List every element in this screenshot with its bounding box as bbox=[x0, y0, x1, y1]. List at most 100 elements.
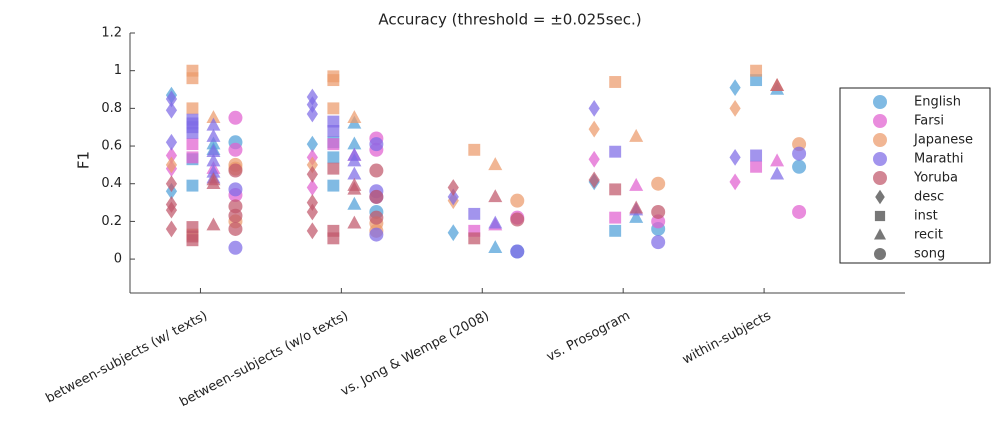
legend-marker bbox=[875, 189, 885, 205]
point bbox=[206, 110, 221, 124]
point bbox=[186, 102, 199, 115]
point bbox=[165, 201, 178, 219]
point bbox=[488, 240, 503, 254]
point bbox=[510, 193, 525, 208]
point bbox=[770, 78, 785, 92]
point bbox=[510, 244, 525, 259]
y-tick-label: 0 bbox=[114, 252, 122, 267]
point bbox=[327, 115, 340, 128]
y-tick-label: 1.2 bbox=[101, 26, 122, 41]
point bbox=[186, 72, 199, 85]
point bbox=[447, 224, 459, 242]
point bbox=[306, 165, 318, 183]
point bbox=[186, 234, 199, 247]
point bbox=[165, 220, 178, 238]
point bbox=[306, 194, 318, 211]
point bbox=[186, 179, 199, 192]
y-tick-label: 1 bbox=[114, 63, 122, 78]
point bbox=[770, 153, 785, 167]
point bbox=[206, 217, 221, 231]
point bbox=[369, 137, 384, 152]
point bbox=[186, 151, 199, 164]
point bbox=[327, 125, 340, 137]
point bbox=[327, 151, 340, 164]
legend-label: desc bbox=[914, 190, 944, 205]
point bbox=[369, 227, 384, 242]
point bbox=[729, 79, 741, 97]
point bbox=[750, 160, 763, 173]
legend-marker bbox=[874, 228, 886, 240]
point bbox=[792, 159, 807, 174]
point bbox=[369, 210, 384, 225]
point bbox=[228, 163, 243, 178]
point bbox=[750, 74, 763, 87]
point bbox=[206, 153, 221, 167]
point bbox=[792, 204, 807, 219]
legend-label: Japanese bbox=[913, 133, 973, 148]
point bbox=[750, 149, 763, 162]
point bbox=[165, 156, 178, 174]
legend-label: Yoruba bbox=[913, 171, 958, 186]
point bbox=[447, 179, 459, 196]
point bbox=[588, 171, 600, 189]
point bbox=[165, 90, 178, 108]
point bbox=[228, 240, 243, 255]
point bbox=[228, 221, 243, 236]
point bbox=[186, 64, 199, 77]
point bbox=[609, 183, 622, 196]
point bbox=[629, 128, 644, 142]
point bbox=[347, 153, 362, 167]
point bbox=[347, 196, 362, 210]
point bbox=[347, 136, 362, 150]
point bbox=[306, 203, 318, 221]
point bbox=[588, 150, 600, 168]
point bbox=[165, 147, 178, 164]
point bbox=[750, 64, 763, 77]
point bbox=[651, 176, 666, 191]
point bbox=[369, 163, 384, 178]
point bbox=[327, 74, 340, 87]
point bbox=[588, 99, 600, 117]
point bbox=[770, 166, 785, 180]
point bbox=[228, 208, 243, 223]
point bbox=[228, 182, 243, 197]
x-tick-label: within-subjects bbox=[680, 308, 774, 367]
point bbox=[186, 221, 199, 234]
point bbox=[347, 166, 362, 180]
point bbox=[510, 212, 525, 227]
point bbox=[306, 156, 318, 174]
point bbox=[447, 188, 459, 206]
point bbox=[347, 181, 362, 195]
point bbox=[488, 189, 503, 203]
y-tick-label: 0.4 bbox=[101, 176, 122, 191]
point bbox=[228, 142, 243, 157]
point bbox=[206, 117, 221, 131]
point bbox=[468, 224, 481, 237]
point bbox=[206, 143, 221, 157]
point bbox=[609, 224, 622, 237]
point bbox=[729, 173, 741, 191]
legend-label: recit bbox=[914, 228, 943, 243]
point bbox=[488, 215, 503, 229]
legend-marker bbox=[873, 95, 887, 109]
point bbox=[369, 189, 384, 204]
x-tick-label: vs. Jong & Wempe (2008) bbox=[338, 308, 491, 399]
x-tick-label: vs. Prosogram bbox=[544, 308, 633, 365]
legend-box bbox=[839, 87, 991, 264]
point bbox=[468, 143, 481, 156]
point bbox=[468, 232, 481, 245]
y-axis-label: F1 bbox=[75, 151, 93, 169]
y-tick-label: 0.6 bbox=[101, 139, 122, 154]
legend-marker bbox=[873, 152, 887, 166]
point bbox=[186, 126, 199, 139]
point bbox=[206, 128, 221, 142]
point bbox=[609, 211, 622, 224]
point bbox=[327, 179, 340, 192]
point bbox=[609, 76, 622, 88]
point bbox=[629, 200, 644, 214]
point bbox=[347, 215, 362, 229]
legend-label: Farsi bbox=[914, 114, 944, 129]
point bbox=[306, 222, 318, 240]
legend-label: song bbox=[914, 247, 945, 262]
